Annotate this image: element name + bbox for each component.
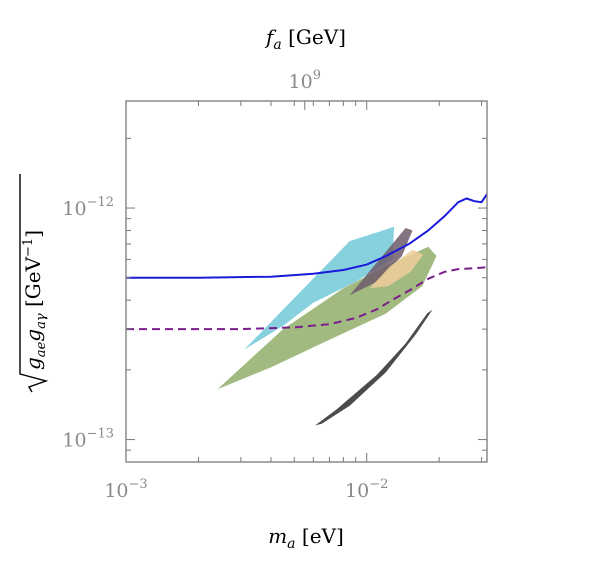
y-tick-label: 10−12 [62, 195, 114, 220]
plot-frame [125, 100, 488, 463]
top-tick-label: 109 [289, 68, 321, 93]
top-axis-title: fa [GeV] [264, 25, 346, 53]
x-axis-title: ma [eV] [268, 524, 344, 552]
region-2 [349, 228, 413, 296]
region-3 [369, 249, 424, 289]
x-tick-label: 10−3 [104, 477, 147, 502]
y-axis-title: gaegaγ [GeV−1] [19, 174, 49, 393]
curve-dashed [126, 266, 487, 331]
y-tick-label: 10−13 [62, 427, 114, 452]
sqrt-sign [19, 174, 49, 393]
curve-solid [126, 193, 487, 279]
svg-text:gaegaγ [GeV−1]: gaegaγ [GeV−1] [21, 230, 49, 370]
region-0 [244, 226, 395, 350]
shaded-regions [217, 226, 437, 426]
limit-curves [126, 193, 487, 331]
x-tick-label: 10−2 [345, 477, 388, 502]
axis-ticks: 10−3 10−2 10−13 10−12 109 [62, 68, 487, 502]
